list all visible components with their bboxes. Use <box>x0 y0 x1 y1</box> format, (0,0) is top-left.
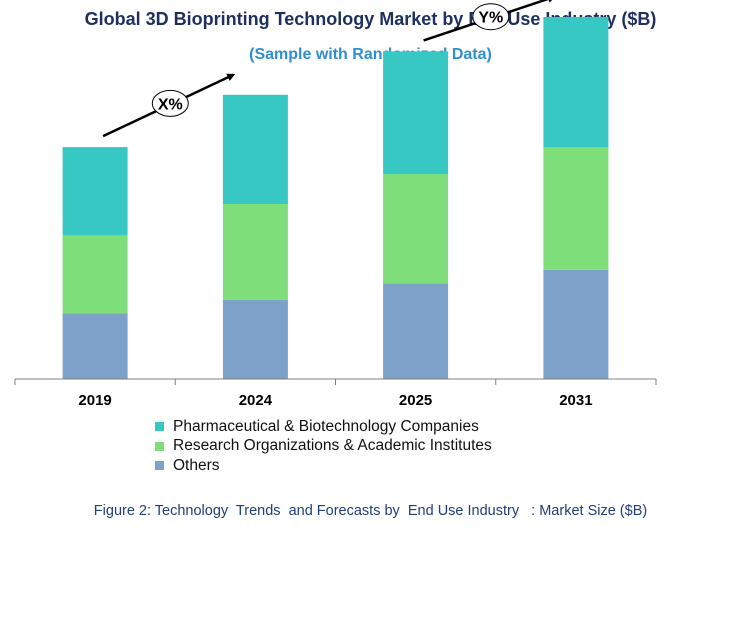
chart-title: Global 3D Bioprinting Technology Market … <box>84 9 657 29</box>
bar-2024-pharmaceutical <box>222 94 288 204</box>
bar-2024-others <box>222 299 288 379</box>
legend-swatch-research <box>155 441 164 451</box>
legend: Pharmaceutical & Biotechnology Companies… <box>155 417 492 476</box>
bar-2031-research <box>543 147 609 270</box>
growth-badge-1 <box>151 89 189 117</box>
bar-2019-research <box>62 235 128 314</box>
x-tick-label-2031: 2031 <box>559 392 592 409</box>
bar-2031-others <box>543 269 609 379</box>
legend-item-research: Research Organizations & Academic Instit… <box>155 437 492 457</box>
x-tick-label-2019: 2019 <box>78 392 111 409</box>
legend-swatch-others <box>155 461 164 471</box>
legend-item-others: Others <box>155 456 492 476</box>
bar-2019-pharmaceutical <box>62 147 128 236</box>
figure-caption: Figure 2: Technology Trends and Forecast… <box>93 503 648 519</box>
legend-label-others: Others <box>173 456 220 474</box>
bars-layer <box>62 17 609 379</box>
legend-label-pharma: Pharmaceutical & Biotechnology Companies <box>173 417 479 435</box>
growth-annotations: X% Y% <box>102 0 556 138</box>
bar-2025-pharmaceutical <box>383 51 449 175</box>
bar-chart: 2019 2024 2025 2031 X% Y% <box>14 0 657 409</box>
bar-2031-pharmaceutical <box>543 17 609 148</box>
x-tick-label-2025: 2025 <box>399 392 432 409</box>
growth-label-2: Y% <box>478 10 503 27</box>
legend-label-research: Research Organizations & Academic Instit… <box>173 437 492 455</box>
x-axis: 2019 2024 2025 2031 <box>14 378 657 409</box>
legend-item-pharma: Pharmaceutical & Biotechnology Companies <box>155 417 492 437</box>
growth-badge-2 <box>472 3 510 31</box>
bar-2019-others <box>62 313 128 379</box>
x-tick-label-2024: 2024 <box>239 392 273 409</box>
legend-swatch-pharma <box>155 422 164 432</box>
bar-2025-others <box>383 283 449 379</box>
growth-label-1: X% <box>158 96 183 113</box>
bar-2025-research <box>383 174 449 284</box>
bar-2024-research <box>222 204 288 300</box>
